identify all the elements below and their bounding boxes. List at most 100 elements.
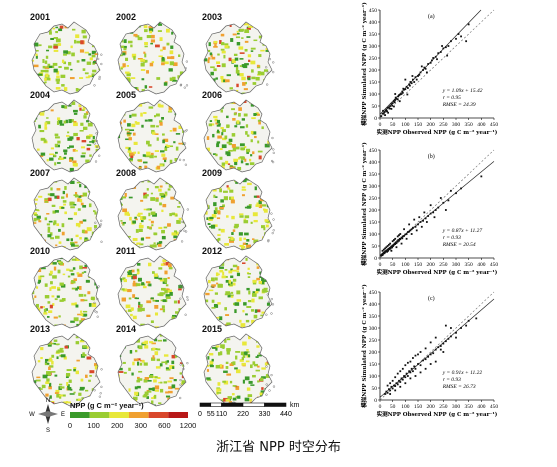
scale-segment	[210, 402, 222, 407]
data-point	[429, 363, 432, 365]
province-outline	[31, 177, 101, 251]
data-point	[386, 384, 389, 387]
data-point	[450, 327, 452, 329]
province-outline	[203, 333, 273, 407]
data-point	[411, 75, 414, 77]
data-point	[394, 237, 397, 240]
data-point	[419, 351, 422, 353]
legend-swatch	[70, 412, 90, 418]
figure-caption: 浙江省 NPP 时空分布	[216, 440, 341, 455]
data-point	[389, 382, 392, 385]
y-tick-label: 250	[369, 338, 378, 344]
data-point	[432, 352, 435, 355]
data-point	[396, 240, 399, 243]
scale-tick: 110	[216, 411, 227, 418]
data-point	[434, 55, 437, 58]
x-tick-label: 350	[465, 404, 474, 410]
legend-tick: 100	[87, 421, 100, 430]
data-point	[442, 351, 445, 353]
data-point	[387, 111, 390, 114]
legend-swatch	[109, 412, 129, 418]
province-outline	[203, 21, 273, 95]
y-axis-label: 模拟NPP Simulated NPP (g C m⁻² year⁻¹)	[360, 2, 368, 126]
y-tick-label: 200	[369, 350, 378, 356]
province-fill	[204, 178, 272, 250]
y-tick-label: 400	[369, 20, 378, 26]
y-tick-label: 250	[369, 196, 378, 202]
x-axis-label: 实测NPP Observed NPP (g C m⁻² year⁻¹)	[377, 410, 498, 418]
data-point	[437, 206, 440, 209]
map-year-label: 2002	[116, 12, 136, 22]
x-tick-label: 50	[390, 122, 396, 128]
data-point	[424, 367, 427, 370]
data-point	[455, 37, 457, 40]
data-point	[412, 227, 414, 229]
data-point	[433, 216, 436, 219]
x-axis-label: 实测NPP Observed NPP (g C m⁻² year⁻¹)	[377, 268, 498, 276]
data-point	[389, 393, 392, 395]
map-panel-2013: 2013	[30, 324, 103, 407]
data-point	[439, 348, 442, 351]
data-point	[399, 385, 402, 388]
data-point	[450, 40, 452, 43]
x-tick-label: 300	[452, 404, 461, 410]
scatter-panel-2: 0 50 100 150 200 250 300 350 400 4500501001502002…	[360, 142, 498, 276]
data-point	[399, 370, 402, 373]
x-tick-label: 200	[427, 262, 436, 268]
x-tick-label: 150	[414, 262, 423, 268]
x-tick-label: 50	[390, 262, 396, 268]
data-point	[401, 90, 404, 93]
data-point	[384, 247, 386, 250]
data-point	[465, 40, 468, 43]
legend-tick: 0	[68, 421, 72, 430]
data-point	[460, 327, 462, 329]
data-point	[437, 52, 440, 55]
compass-rose: N S W E	[29, 398, 65, 434]
data-point	[394, 96, 397, 99]
data-point	[409, 81, 412, 83]
x-tick-label: 300	[452, 122, 461, 128]
data-point	[391, 102, 394, 105]
x-axis-label: 实测NPP Observed NPP (g C m⁻² year⁻¹)	[377, 128, 498, 136]
scatter-panel-3: 0 50 100 150 200 250 300 350 400 4500501001502002…	[360, 284, 498, 418]
data-point	[395, 242, 398, 245]
data-point	[393, 243, 395, 246]
data-point	[391, 246, 394, 249]
x-tick-label: 450	[490, 404, 499, 410]
data-point	[396, 372, 399, 375]
data-point	[417, 223, 419, 226]
data-point	[390, 385, 393, 388]
one-to-one-line	[379, 9, 495, 119]
data-point	[406, 361, 409, 364]
data-point	[417, 363, 419, 365]
data-point	[455, 331, 457, 334]
data-point	[447, 199, 450, 202]
data-point	[420, 65, 423, 68]
data-point	[434, 360, 437, 363]
data-point	[404, 78, 407, 81]
data-point	[415, 229, 418, 232]
y-tick-label: 50	[372, 244, 378, 250]
legend-swatch	[148, 412, 169, 418]
data-point	[429, 204, 432, 207]
x-tick-label: 400	[477, 404, 486, 410]
data-point	[391, 387, 394, 390]
data-point	[447, 337, 450, 340]
data-point	[418, 216, 421, 219]
data-point	[439, 51, 442, 53]
map-year-label: 2009	[202, 168, 222, 178]
x-tick-label: 0	[379, 404, 382, 410]
data-point	[383, 111, 386, 113]
data-point	[384, 109, 387, 112]
data-point	[417, 75, 419, 77]
province-outline	[31, 99, 101, 173]
data-point	[429, 353, 432, 356]
fit-stat: RMSE = 24.39	[442, 101, 476, 108]
data-point	[432, 211, 435, 214]
data-point	[406, 87, 409, 89]
data-point	[410, 233, 413, 235]
data-point	[436, 58, 438, 61]
data-point	[404, 382, 407, 385]
map-panel-2003: 2003	[202, 12, 275, 95]
data-point	[382, 248, 385, 251]
